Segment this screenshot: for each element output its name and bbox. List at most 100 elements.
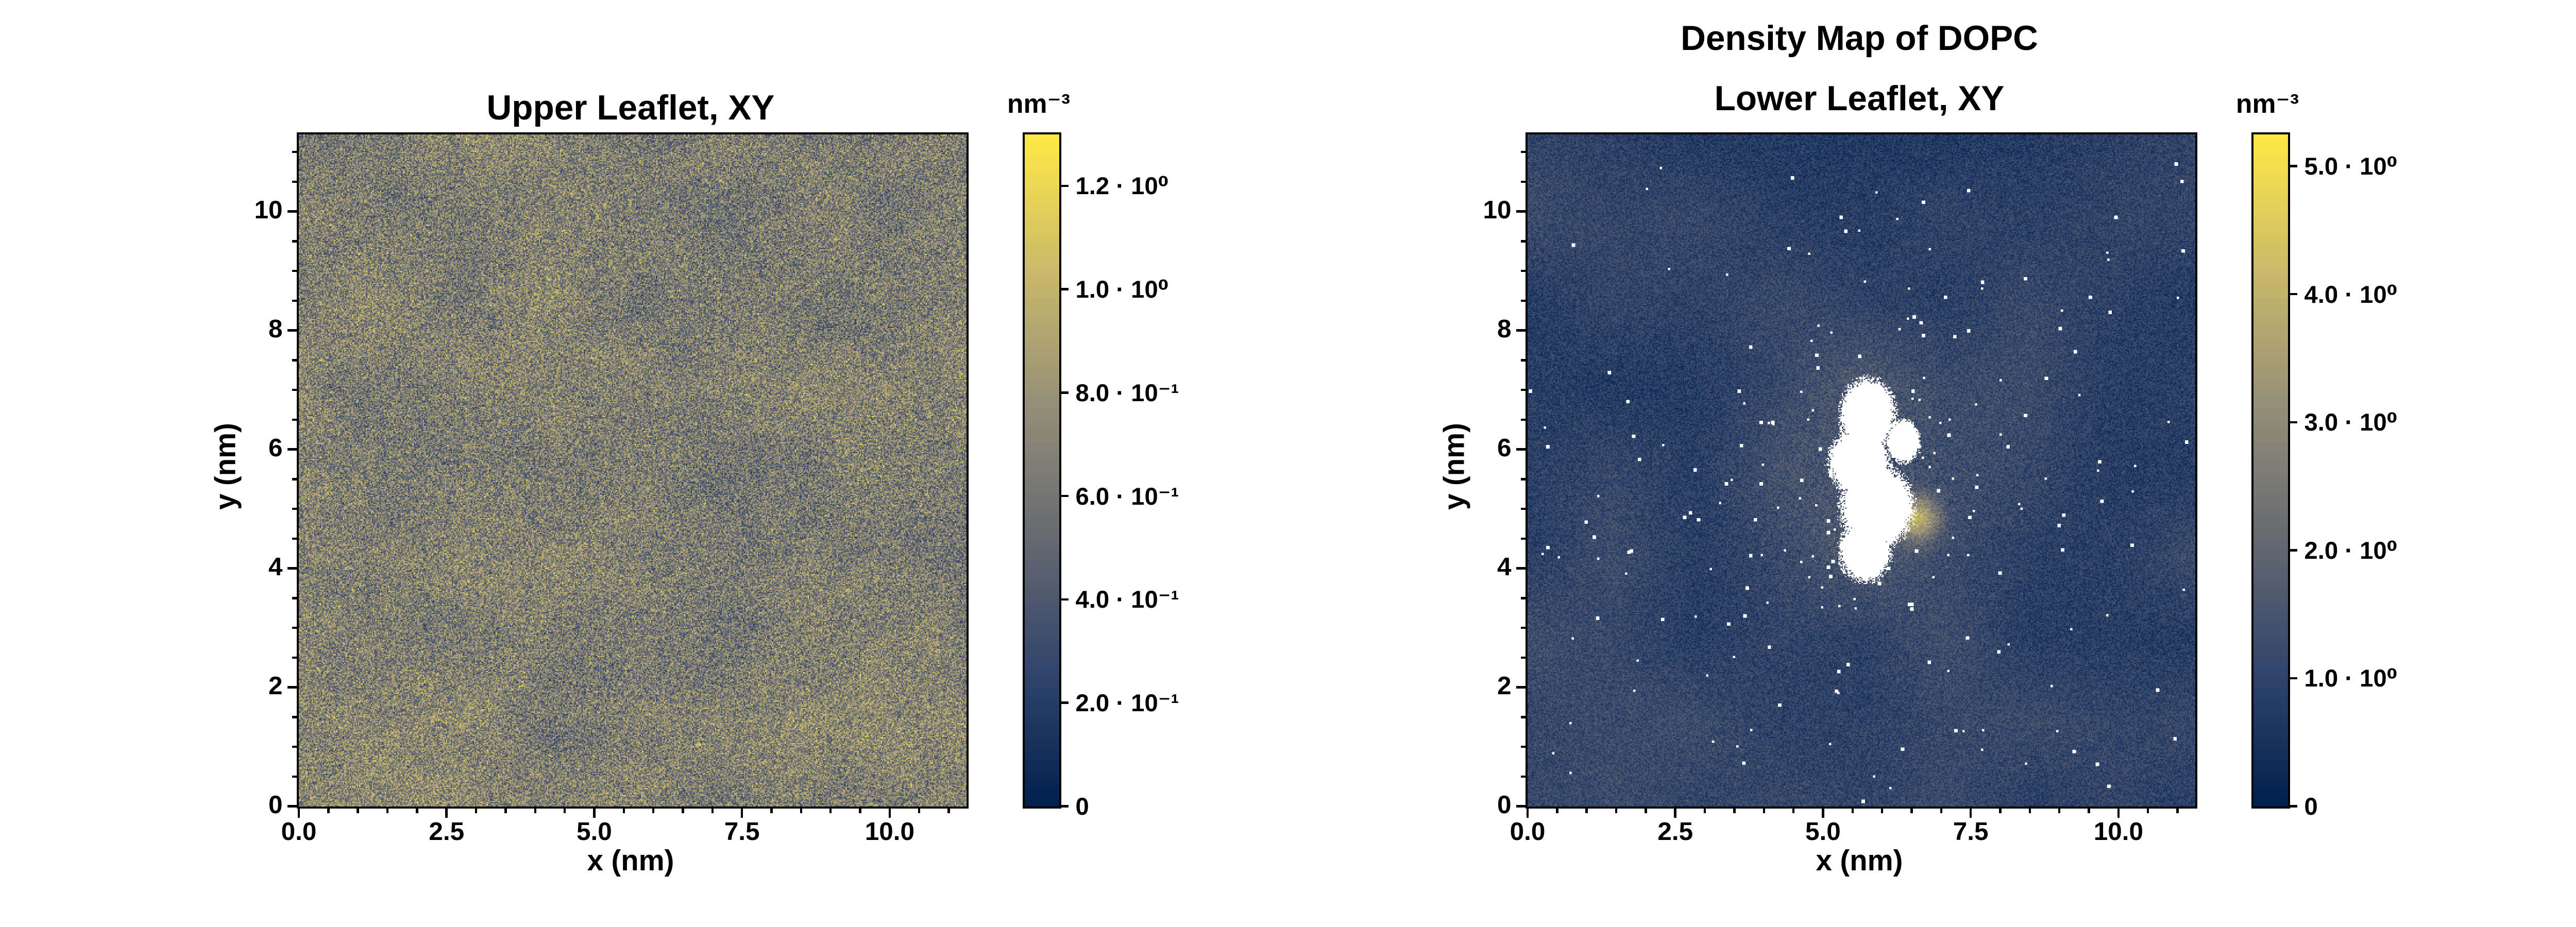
x-minor-tick bbox=[416, 806, 418, 813]
x-minor-tick bbox=[2088, 806, 2090, 813]
y-minor-tick bbox=[1520, 745, 1528, 748]
x-minor-tick bbox=[770, 806, 773, 813]
x-tick-label: 10.0 bbox=[2093, 817, 2144, 846]
y-minor-tick bbox=[292, 507, 299, 510]
heatmap-canvas-lower-leaflet bbox=[1528, 134, 2195, 806]
x-minor-tick bbox=[1940, 806, 1943, 813]
y-minor-tick bbox=[292, 418, 299, 421]
x-tick-label: 0.0 bbox=[281, 817, 317, 846]
x-tick-label: 5.0 bbox=[577, 817, 612, 846]
x-major-tick bbox=[1526, 806, 1529, 818]
y-tick-label: 8 bbox=[1497, 315, 1512, 344]
y-minor-tick bbox=[1520, 359, 1528, 362]
y-minor-tick bbox=[1520, 775, 1528, 778]
x-major-tick bbox=[1822, 806, 1824, 818]
y-major-tick bbox=[287, 567, 299, 570]
y-minor-tick bbox=[292, 537, 299, 540]
y-tick-label: 4 bbox=[268, 553, 283, 581]
x-tick-label: 0.0 bbox=[1510, 817, 1546, 846]
x-minor-tick bbox=[1999, 806, 2002, 813]
y-major-tick bbox=[287, 448, 299, 451]
y-major-tick bbox=[287, 805, 299, 808]
x-minor-tick bbox=[504, 806, 507, 813]
x-major-tick bbox=[1969, 806, 1972, 818]
panel-title-lower-leaflet: Lower Leaflet, XY bbox=[1714, 79, 2005, 118]
x-major-tick bbox=[297, 806, 300, 818]
x-minor-tick bbox=[2176, 806, 2179, 813]
colorbar-tick-label: 2.0 · 10⁻¹ bbox=[1075, 690, 1179, 717]
x-minor-tick bbox=[1762, 806, 1766, 813]
x-minor-tick bbox=[534, 806, 537, 813]
y-minor-tick bbox=[292, 656, 299, 659]
colorbar-tick bbox=[2288, 805, 2297, 808]
colorbar-tick bbox=[2288, 293, 2297, 296]
y-tick-label: 6 bbox=[268, 434, 283, 462]
colorbar-tick bbox=[1059, 598, 1069, 601]
x-tick-label: 7.5 bbox=[724, 817, 760, 846]
y-major-tick bbox=[1516, 567, 1528, 570]
x-minor-tick bbox=[1585, 806, 1588, 813]
colorbar-tick bbox=[1059, 494, 1069, 497]
y-minor-tick bbox=[292, 269, 299, 272]
y-major-tick bbox=[1516, 686, 1528, 689]
colorbar-tick-label: 1.0 · 10⁰ bbox=[2304, 665, 2398, 693]
x-minor-tick bbox=[1792, 806, 1795, 813]
x-minor-tick bbox=[859, 806, 861, 813]
y-tick-label: 10 bbox=[1483, 196, 1512, 225]
x-minor-tick bbox=[682, 806, 684, 813]
y-minor-tick bbox=[292, 597, 299, 599]
y-minor-tick bbox=[1520, 626, 1528, 629]
y-minor-tick bbox=[1520, 507, 1528, 510]
colorbar-tick-label: 2.0 · 10⁰ bbox=[2304, 537, 2398, 564]
y-tick-label: 4 bbox=[1497, 553, 1512, 581]
colorbar-tick bbox=[1059, 701, 1069, 704]
x-major-tick bbox=[2117, 806, 2120, 818]
x-minor-tick bbox=[652, 806, 655, 813]
colorbar-lower-leaflet: 5.0 · 10⁰ 4.0 · 10⁰ 3.0 · 10⁰ 2.0 · 10⁰ 1.0 … bbox=[2251, 132, 2397, 818]
x-major-tick bbox=[445, 806, 448, 818]
x-minor-tick bbox=[800, 806, 803, 813]
y-minor-tick bbox=[292, 626, 299, 629]
y-minor-tick bbox=[292, 745, 299, 748]
x-minor-tick bbox=[386, 806, 389, 813]
colorbar-upper-leaflet: 1.2 · 10⁰ 1.0 · 10⁰ 8.0 · 10⁻¹ 6.0 · 10⁻¹ 4.… bbox=[1022, 132, 1179, 818]
x-minor-tick bbox=[1615, 806, 1618, 813]
plot-area-lower-leaflet: 0.0 2.5 5.0 7.5 10.0 0 2 4 6 8 10 bbox=[1483, 132, 2197, 846]
y-minor-tick bbox=[1520, 537, 1528, 540]
colorbar-tick-label: 1.0 · 10⁰ bbox=[1075, 276, 1169, 304]
x-minor-tick bbox=[1733, 806, 1736, 813]
y-major-tick bbox=[287, 210, 299, 213]
colorbar-tick-label: 3.0 · 10⁰ bbox=[2304, 409, 2398, 437]
y-minor-tick bbox=[292, 150, 299, 153]
x-minor-tick bbox=[2028, 806, 2031, 813]
y-minor-tick bbox=[292, 299, 299, 302]
x-minor-tick bbox=[2058, 806, 2061, 813]
x-minor-tick bbox=[1556, 806, 1558, 813]
colorbar-tick bbox=[2288, 677, 2297, 680]
colorbar-tick bbox=[2288, 165, 2297, 167]
y-minor-tick bbox=[1520, 478, 1528, 480]
colorbar-tick-label: 1.2 · 10⁰ bbox=[1075, 173, 1169, 200]
colorbar-tick-label: 4.0 · 10⁻¹ bbox=[1075, 586, 1179, 614]
y-major-tick bbox=[1516, 805, 1528, 808]
y-minor-tick bbox=[1520, 180, 1528, 183]
y-tick-label: 8 bbox=[268, 315, 283, 344]
y-minor-tick bbox=[1520, 597, 1528, 599]
y-minor-tick bbox=[292, 388, 299, 391]
x-tick-label: 5.0 bbox=[1805, 817, 1841, 846]
x-minor-tick bbox=[2146, 806, 2149, 813]
y-tick-label: 0 bbox=[268, 791, 283, 819]
figure-suptitle: Density Map of DOPC bbox=[1681, 19, 2038, 58]
colorbar-tick-label: 5.0 · 10⁰ bbox=[2304, 153, 2398, 181]
colorbar-tick-label: 0 bbox=[1075, 793, 1089, 820]
y-minor-tick bbox=[1520, 299, 1528, 302]
x-major-tick bbox=[593, 806, 596, 818]
y-major-tick bbox=[1516, 448, 1528, 451]
y-minor-tick bbox=[292, 359, 299, 362]
x-minor-tick bbox=[563, 806, 566, 813]
x-minor-tick bbox=[1910, 806, 1913, 813]
colorbar-tick bbox=[2288, 421, 2297, 424]
y-tick-label: 6 bbox=[1497, 434, 1512, 462]
x-minor-tick bbox=[1645, 806, 1647, 813]
